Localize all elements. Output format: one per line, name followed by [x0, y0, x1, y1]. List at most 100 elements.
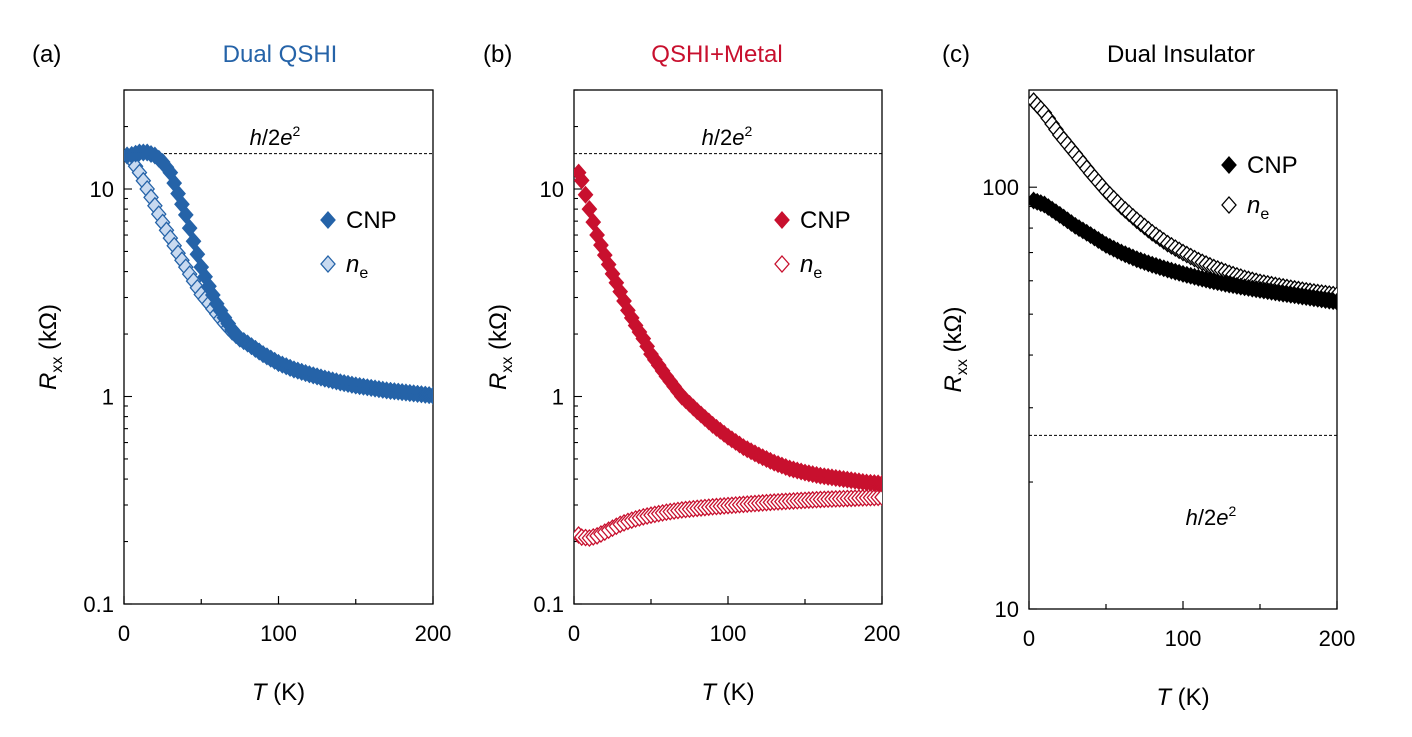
- legend-marker-ne: [1221, 196, 1237, 214]
- legend-label-cnp: CNP: [1247, 152, 1298, 179]
- series-CNP: [574, 163, 882, 493]
- x-tick-label: 0: [568, 621, 580, 646]
- legend-marker-ne: [774, 255, 790, 273]
- y-tick-label: 10: [90, 177, 114, 202]
- panel-label: (b): [483, 41, 512, 68]
- panel-title: QSHI+Metal: [651, 41, 782, 68]
- y-axis-unit: (kΩ): [485, 304, 512, 357]
- x-tick-label: 100: [1165, 626, 1202, 651]
- e-symbol: e: [280, 125, 292, 150]
- x-tick-label: 0: [118, 621, 130, 646]
- legend-label-cnp: CNP: [800, 207, 851, 234]
- panel-c: (c) Dual Insulator 0 100 200 10 100 T (K) Rxx (k…: [940, 41, 1355, 711]
- legend: CNP ne: [774, 207, 851, 282]
- legend-ne-subscript: e: [1260, 206, 1269, 223]
- reference-line-label: h/2e2: [702, 123, 753, 150]
- x-tick-label: 200: [1319, 626, 1356, 651]
- data-point: [189, 245, 206, 264]
- reference-line-label: h/2e2: [250, 123, 301, 150]
- e-symbol: e: [1216, 505, 1228, 530]
- x-axis-title: T (K): [1156, 684, 1209, 711]
- x-tick-label: 0: [1023, 626, 1035, 651]
- y-axis-unit: (kΩ): [940, 307, 967, 360]
- x-axis-symbol: T: [252, 679, 269, 706]
- y-axis-symbol: R: [35, 373, 62, 390]
- x-axis-unit: (K): [716, 679, 755, 706]
- exponent: 2: [745, 123, 753, 139]
- h-slash2: /2: [262, 125, 280, 150]
- y-tick-label: 1: [102, 385, 114, 410]
- legend-label-ne: ne: [346, 251, 368, 282]
- data-point: [181, 219, 198, 238]
- legend-ne-subscript: e: [359, 265, 368, 282]
- data-point: [581, 200, 598, 219]
- series-ne: [574, 488, 882, 547]
- exponent: 2: [293, 123, 301, 139]
- legend-marker-cnp: [774, 211, 790, 229]
- x-tick-label: 200: [415, 621, 452, 646]
- panel-a: (a) Dual QSHI 0 100 200 0.1 1 10 T (K) Rxx (kΩ) h/…: [32, 41, 451, 706]
- data-point: [874, 488, 882, 507]
- y-axis-symbol: R: [940, 375, 967, 392]
- legend-marker-cnp: [1221, 156, 1237, 174]
- x-axis-title: T (K): [701, 679, 754, 706]
- data-point: [1329, 292, 1337, 311]
- data-point: [585, 213, 602, 232]
- data-point: [574, 171, 590, 190]
- legend-ne-symbol: n: [346, 251, 359, 278]
- x-tick-label: 100: [260, 621, 297, 646]
- data-point: [577, 185, 594, 204]
- legend-label-ne: ne: [1247, 192, 1269, 223]
- y-axis-unit: (kΩ): [35, 304, 62, 357]
- data-point: [874, 474, 882, 493]
- y-axis-subscript: xx: [499, 357, 516, 373]
- series-CNP: [1029, 191, 1337, 311]
- y-axis-title: Rxx (kΩ): [485, 304, 516, 390]
- panel-label: (c): [942, 41, 970, 68]
- y-tick-label: 0.1: [533, 592, 564, 617]
- y-axis-title: Rxx (kΩ): [940, 307, 971, 393]
- reference-line-label: h/2e2: [1186, 503, 1237, 530]
- y-axis-title: Rxx (kΩ): [35, 304, 66, 390]
- data-markers: [124, 143, 433, 405]
- exponent: 2: [1229, 503, 1237, 519]
- h-slash2: /2: [1198, 505, 1216, 530]
- y-tick-label: 10: [540, 177, 564, 202]
- y-tick-label: 100: [982, 175, 1019, 200]
- h-symbol: h: [1186, 505, 1198, 530]
- data-markers: [574, 163, 882, 547]
- e-symbol: e: [732, 125, 744, 150]
- y-axis-symbol: R: [485, 373, 512, 390]
- data-point: [185, 232, 202, 251]
- x-axis-unit: (K): [1171, 684, 1210, 711]
- h-symbol: h: [250, 125, 262, 150]
- x-axis-symbol: T: [1156, 684, 1173, 711]
- data-markers: [1029, 92, 1337, 311]
- legend-label-ne: ne: [800, 251, 822, 282]
- panel-label: (a): [32, 41, 61, 68]
- legend: CNP ne: [320, 207, 397, 282]
- x-axis-title: T (K): [252, 679, 305, 706]
- series-CNP: [124, 143, 433, 405]
- x-axis-unit: (K): [267, 679, 306, 706]
- x-tick-label: 200: [864, 621, 901, 646]
- legend-ne-symbol: n: [1247, 192, 1260, 219]
- y-axis-subscript: xx: [954, 359, 971, 375]
- legend-ne-subscript: e: [813, 265, 822, 282]
- h-slash2: /2: [714, 125, 732, 150]
- legend-ne-symbol: n: [800, 251, 813, 278]
- y-tick-label: 0.1: [83, 592, 114, 617]
- panel-b: (b) QSHI+Metal 0 100 200 0.1 1 10 T (K) Rxx (kΩ) h…: [483, 41, 900, 706]
- h-symbol: h: [702, 125, 714, 150]
- legend: CNP ne: [1221, 152, 1298, 223]
- data-point: [425, 386, 433, 405]
- y-tick-label: 10: [995, 597, 1019, 622]
- y-axis-subscript: xx: [49, 357, 66, 373]
- legend-marker-ne: [320, 255, 336, 273]
- x-tick-label: 100: [710, 621, 747, 646]
- legend-marker-cnp: [320, 211, 336, 229]
- y-tick-label: 1: [552, 385, 564, 410]
- data-point: [177, 205, 194, 224]
- legend-label-cnp: CNP: [346, 207, 397, 234]
